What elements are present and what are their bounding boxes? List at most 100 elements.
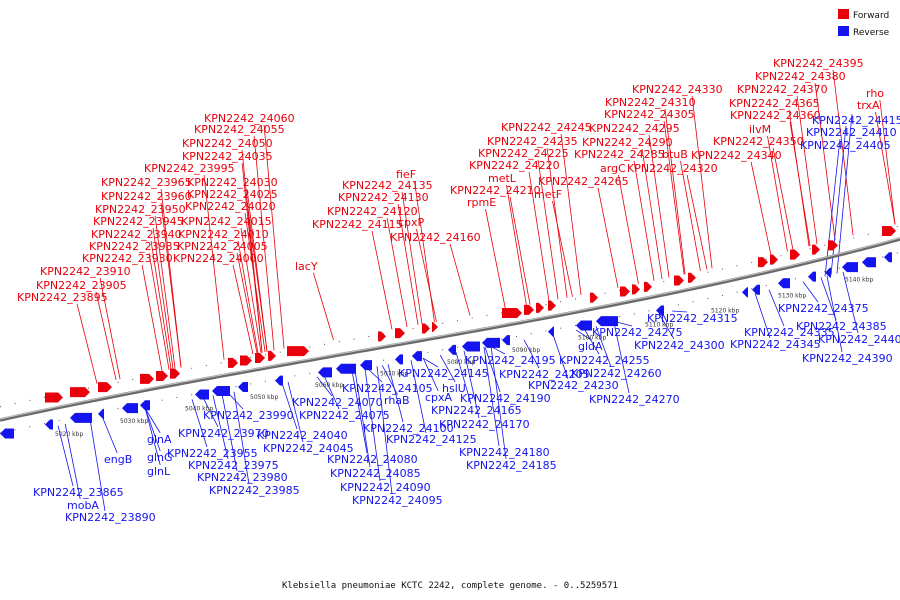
reverse-gene-label[interactable]: engB bbox=[104, 453, 132, 466]
reverse-gene-label[interactable]: KPN2242_24315 bbox=[647, 312, 738, 325]
reverse-gene-label[interactable]: glnA bbox=[147, 433, 172, 446]
reverse-gene-label[interactable]: KPN2242_24400 bbox=[818, 333, 900, 346]
reverse-gene-arrow[interactable] bbox=[98, 408, 104, 419]
reverse-gene-arrow[interactable] bbox=[0, 428, 14, 439]
reverse-gene-arrow[interactable] bbox=[778, 278, 790, 289]
reverse-gene-arrow[interactable] bbox=[448, 344, 456, 355]
reverse-gene-label[interactable]: rhaB bbox=[384, 394, 410, 407]
forward-gene-arrow[interactable] bbox=[228, 357, 238, 368]
reverse-gene-arrow[interactable] bbox=[576, 320, 592, 331]
reverse-gene-label[interactable]: KPN2242_24095 bbox=[352, 494, 443, 507]
forward-gene-label[interactable]: KPN2242_23940 bbox=[91, 228, 182, 241]
forward-gene-arrow[interactable] bbox=[98, 382, 112, 393]
reverse-gene-label[interactable]: KPN2242_24090 bbox=[340, 481, 431, 494]
reverse-gene-label[interactable]: KPN2242_24275 bbox=[592, 326, 683, 339]
forward-gene-arrow[interactable] bbox=[240, 355, 252, 366]
reverse-gene-label[interactable]: KPN2242_24205 bbox=[499, 368, 590, 381]
forward-gene-label[interactable]: KPN2242_24310 bbox=[605, 96, 696, 109]
forward-gene-label[interactable]: KPN2242_24050 bbox=[182, 137, 273, 150]
forward-gene-label[interactable]: KPN2242_24380 bbox=[755, 70, 846, 83]
reverse-gene-arrow[interactable] bbox=[862, 257, 876, 268]
reverse-gene-label[interactable]: mobA bbox=[67, 499, 99, 512]
forward-gene-arrow[interactable] bbox=[45, 392, 63, 403]
reverse-gene-arrow[interactable] bbox=[884, 252, 892, 263]
reverse-gene-label[interactable]: KPN2242_24345 bbox=[730, 338, 821, 351]
forward-gene-arrow[interactable] bbox=[644, 281, 652, 292]
forward-gene-label[interactable]: rho bbox=[866, 87, 884, 100]
forward-gene-label[interactable]: KPN2242_23960 bbox=[101, 190, 192, 203]
forward-gene-label[interactable]: KPN2242_24120 bbox=[327, 205, 418, 218]
forward-gene-arrow[interactable] bbox=[287, 346, 309, 357]
reverse-gene-label[interactable]: KPN2242_23985 bbox=[209, 484, 300, 497]
forward-gene-label[interactable]: KPN2242_24340 bbox=[691, 149, 782, 162]
forward-gene-arrow[interactable] bbox=[688, 272, 696, 283]
reverse-gene-label[interactable]: KPN2242_24075 bbox=[299, 409, 390, 422]
forward-gene-arrow[interactable] bbox=[632, 284, 640, 295]
forward-gene-label[interactable]: KPN2242_24395 bbox=[773, 57, 864, 70]
reverse-gene-label[interactable]: KPN2242_24070 bbox=[292, 396, 383, 409]
reverse-gene-label[interactable]: KPN2242_24170 bbox=[439, 418, 530, 431]
reverse-gene-label[interactable]: KPN2242_24180 bbox=[459, 446, 550, 459]
forward-gene-label[interactable]: metF bbox=[534, 188, 562, 201]
forward-gene-label[interactable]: KPN2242_23930 bbox=[82, 252, 173, 265]
reverse-gene-label[interactable]: KPN2242_24125 bbox=[386, 433, 477, 446]
forward-gene-label[interactable]: KPN2242_24370 bbox=[737, 83, 828, 96]
forward-gene-label[interactable]: lacY bbox=[295, 260, 318, 273]
forward-gene-label[interactable]: btuB bbox=[662, 148, 688, 161]
forward-gene-arrow[interactable] bbox=[432, 321, 438, 332]
forward-gene-arrow[interactable] bbox=[536, 302, 544, 313]
forward-gene-label[interactable]: ilvM bbox=[749, 123, 771, 136]
forward-gene-label[interactable]: cpxP bbox=[398, 216, 425, 229]
forward-gene-label[interactable]: KPN2242_24015 bbox=[181, 215, 272, 228]
reverse-gene-label[interactable]: glnL bbox=[147, 465, 171, 478]
forward-gene-arrow[interactable] bbox=[758, 257, 768, 268]
forward-gene-label[interactable]: KPN2242_24025 bbox=[187, 188, 278, 201]
forward-gene-arrow[interactable] bbox=[255, 352, 265, 363]
forward-gene-label[interactable]: KPN2242_24265 bbox=[538, 175, 629, 188]
forward-gene-label[interactable]: fieF bbox=[396, 168, 416, 181]
forward-gene-label[interactable]: KPN2242_24020 bbox=[185, 200, 276, 213]
forward-gene-label[interactable]: KPN2242_24055 bbox=[194, 123, 285, 136]
forward-gene-arrow[interactable] bbox=[548, 300, 556, 311]
forward-gene-label[interactable]: KPN2242_24220 bbox=[469, 159, 560, 172]
forward-gene-label[interactable]: KPN2242_23950 bbox=[95, 203, 186, 216]
forward-gene-label[interactable]: trxA bbox=[857, 99, 880, 112]
forward-gene-label[interactable]: KPN2242_24285 bbox=[574, 148, 665, 161]
reverse-gene-label[interactable]: KPN2242_23980 bbox=[197, 471, 288, 484]
forward-gene-arrow[interactable] bbox=[378, 331, 386, 342]
forward-gene-arrow[interactable] bbox=[770, 254, 778, 265]
forward-gene-arrow[interactable] bbox=[156, 371, 168, 382]
reverse-gene-label[interactable]: KPN2242_24270 bbox=[589, 393, 680, 406]
reverse-gene-arrow[interactable] bbox=[482, 337, 500, 348]
forward-gene-label[interactable]: KPN2242_24135 bbox=[342, 179, 433, 192]
reverse-gene-label[interactable]: KPN2242_23955 bbox=[167, 447, 258, 460]
reverse-gene-label[interactable]: KPN2242_24085 bbox=[330, 467, 421, 480]
forward-gene-arrow[interactable] bbox=[140, 373, 154, 384]
forward-gene-label[interactable]: KPN2242_24295 bbox=[589, 122, 680, 135]
forward-gene-arrow[interactable] bbox=[790, 249, 800, 260]
reverse-gene-arrow[interactable] bbox=[825, 267, 831, 278]
reverse-gene-arrow[interactable] bbox=[412, 351, 422, 362]
forward-gene-arrow[interactable] bbox=[620, 286, 630, 297]
forward-gene-arrow[interactable] bbox=[674, 275, 684, 286]
reverse-gene-arrow[interactable] bbox=[45, 419, 53, 430]
reverse-gene-arrow[interactable] bbox=[842, 262, 858, 273]
forward-gene-arrow[interactable] bbox=[395, 328, 405, 339]
reverse-gene-arrow[interactable] bbox=[752, 284, 760, 295]
forward-gene-arrow[interactable] bbox=[812, 244, 820, 255]
forward-gene-label[interactable]: KPN2242_24060 bbox=[204, 112, 295, 125]
forward-gene-label[interactable]: KPN2242_24235 bbox=[487, 135, 578, 148]
forward-gene-label[interactable]: KPN2242_24130 bbox=[338, 191, 429, 204]
reverse-gene-arrow[interactable] bbox=[596, 316, 618, 327]
forward-gene-label[interactable]: KPN2242_24320 bbox=[627, 162, 718, 175]
reverse-gene-label[interactable]: hslU bbox=[442, 382, 466, 395]
forward-gene-arrow[interactable] bbox=[70, 387, 90, 398]
reverse-gene-label[interactable]: glnG bbox=[147, 451, 173, 464]
reverse-gene-label[interactable]: KPN2242_23890 bbox=[65, 511, 156, 524]
reverse-gene-label[interactable]: KPN2242_24080 bbox=[327, 453, 418, 466]
forward-gene-label[interactable]: KPN2242_23905 bbox=[36, 279, 127, 292]
forward-gene-label[interactable]: rpmE bbox=[467, 196, 496, 209]
forward-gene-arrow[interactable] bbox=[422, 323, 430, 334]
reverse-gene-label[interactable]: KPN2242_24410 bbox=[806, 126, 897, 139]
forward-gene-label[interactable]: KPN2242_24030 bbox=[187, 176, 278, 189]
